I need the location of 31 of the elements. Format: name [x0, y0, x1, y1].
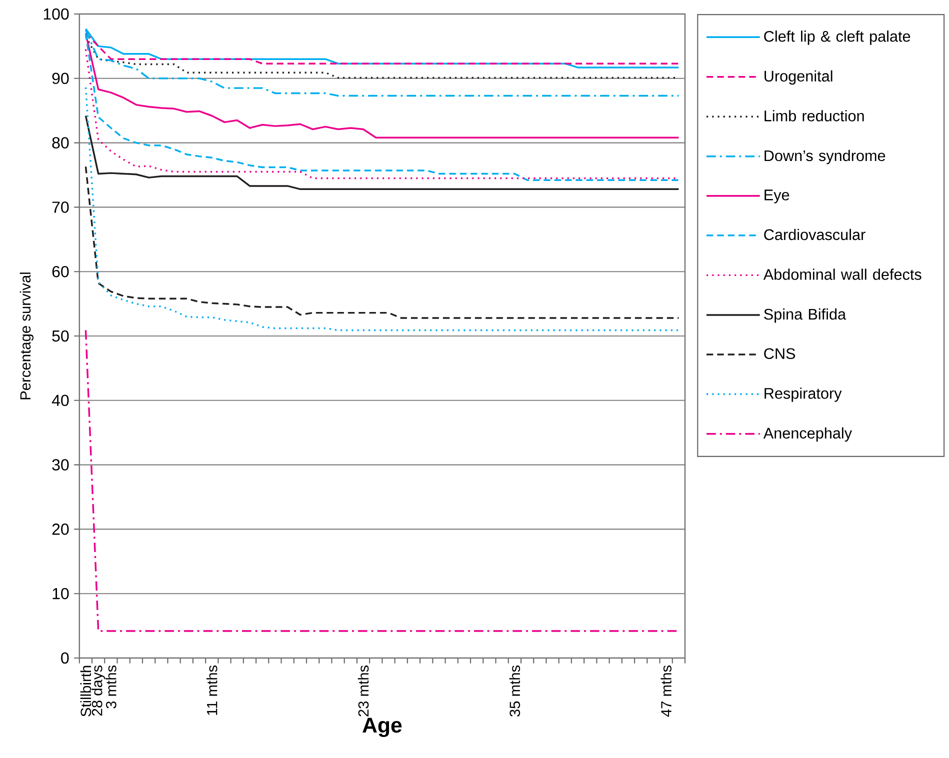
legend-label: Anencephaly	[763, 427, 852, 442]
x-tick-label: 28 days	[91, 665, 106, 716]
y-tick-label: 60	[52, 266, 69, 278]
legend-label: Urogenital	[764, 70, 832, 85]
x-tick-label: 3 mths	[106, 665, 116, 708]
legend-label: Abdominal wall defects	[763, 268, 922, 280]
y-tick-label: 30	[52, 459, 69, 470]
legend-label: CNS	[764, 348, 796, 360]
y-tick-label: 0	[61, 652, 69, 664]
legend-label: Limb reduction	[764, 110, 864, 122]
y-tick-label: 40	[52, 394, 69, 406]
y-tick-label: 100	[44, 8, 69, 20]
y-axis-title: Percentage survival	[20, 272, 34, 400]
y-tick-label: 50	[52, 330, 69, 342]
y-tick-label: 70	[52, 202, 69, 213]
x-tick-label: 35 mths	[509, 665, 520, 717]
legend-label: Eye	[764, 190, 790, 204]
legend-label: Cleft lip & cleft palate	[764, 30, 910, 45]
x-tick-label: Stillbirth	[80, 666, 92, 716]
x-tick-label: 11 mths	[206, 665, 218, 715]
x-tick-label: 23 mths	[358, 665, 369, 716]
legend-label: Down’s syndrome	[764, 150, 886, 164]
legend-label: Cardiovascular	[764, 228, 866, 240]
y-tick-label: 10	[52, 588, 69, 600]
y-tick-label: 20	[52, 524, 69, 535]
legend-label: Spina Bifida	[764, 308, 846, 323]
y-tick-label: 90	[52, 72, 69, 84]
legend-label: Respiratory	[764, 388, 842, 402]
y-tick-label: 80	[52, 137, 69, 148]
x-tick-label: 47 mths	[660, 665, 672, 717]
x-axis-title: Age	[362, 718, 402, 738]
